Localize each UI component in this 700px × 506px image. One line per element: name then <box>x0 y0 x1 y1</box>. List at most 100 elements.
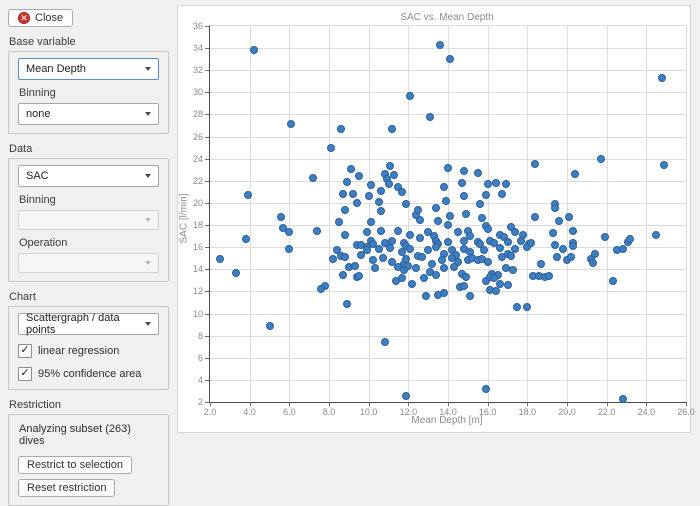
close-button[interactable]: ✕ Close <box>8 9 74 27</box>
data-point[interactable] <box>432 204 441 213</box>
data-point[interactable] <box>368 239 377 248</box>
data-point[interactable] <box>338 190 347 199</box>
data-point[interactable] <box>428 259 437 268</box>
data-point[interactable] <box>376 186 385 195</box>
data-point[interactable] <box>481 191 490 200</box>
data-point[interactable] <box>241 235 250 244</box>
data-point[interactable] <box>362 227 371 236</box>
data-point[interactable] <box>501 264 510 273</box>
data-point[interactable] <box>461 210 470 218</box>
data-point[interactable] <box>285 245 294 254</box>
data-point[interactable] <box>553 253 562 262</box>
data-point[interactable] <box>412 264 421 273</box>
data-point[interactable] <box>364 192 373 201</box>
data-point[interactable] <box>402 200 411 209</box>
data-point[interactable] <box>342 299 351 308</box>
data-point[interactable] <box>418 253 427 262</box>
data-point[interactable] <box>497 190 506 199</box>
data-point[interactable] <box>491 287 500 296</box>
data-point[interactable] <box>517 236 526 245</box>
data-point[interactable] <box>277 213 286 222</box>
data-point[interactable] <box>658 73 667 82</box>
data-point[interactable] <box>317 285 326 294</box>
data-point[interactable] <box>398 247 407 256</box>
confidence-area-checkbox[interactable]: ✓ 95% confidence area <box>18 367 159 381</box>
data-point[interactable] <box>501 180 510 189</box>
data-point[interactable] <box>406 231 415 239</box>
data-point[interactable] <box>376 206 385 215</box>
data-point[interactable] <box>309 173 318 182</box>
data-point[interactable] <box>326 143 335 152</box>
data-point[interactable] <box>477 214 486 223</box>
data-point[interactable] <box>265 321 274 330</box>
data-point[interactable] <box>422 291 431 300</box>
data-point[interactable] <box>416 215 425 224</box>
data-point[interactable] <box>342 177 351 186</box>
data-point[interactable] <box>652 231 661 239</box>
data-point[interactable] <box>559 245 568 254</box>
data-point[interactable] <box>537 259 546 268</box>
data-point[interactable] <box>374 245 383 254</box>
data-point[interactable] <box>444 163 452 172</box>
data-point[interactable] <box>481 384 490 393</box>
data-point[interactable] <box>354 172 363 181</box>
data-point[interactable] <box>424 246 433 255</box>
restrict-to-selection-button[interactable]: Restrict to selection <box>18 456 132 474</box>
data-point[interactable] <box>596 154 605 163</box>
data-point[interactable] <box>390 171 399 180</box>
data-point[interactable] <box>475 200 484 209</box>
data-point[interactable] <box>313 226 322 235</box>
data-point[interactable] <box>483 225 492 234</box>
data-point[interactable] <box>453 227 462 236</box>
data-point[interactable] <box>465 291 474 300</box>
data-point[interactable] <box>568 242 577 251</box>
data-point[interactable] <box>503 237 512 246</box>
data-point[interactable] <box>549 228 558 237</box>
data-point[interactable] <box>440 264 449 273</box>
data-point[interactable] <box>336 124 345 133</box>
data-point[interactable] <box>509 266 518 275</box>
plot-area[interactable]: 2.0 4.0 6.0 8.0 10.0 12.0 14.0 16.0 18.0 20.0 22.0… <box>193 21 695 417</box>
data-point[interactable] <box>380 338 389 347</box>
data-point[interactable] <box>489 274 498 283</box>
data-point[interactable] <box>366 217 375 226</box>
data-point[interactable] <box>608 277 617 286</box>
base-binning-select[interactable]: none <box>18 103 159 125</box>
data-point[interactable] <box>449 263 458 272</box>
data-point[interactable] <box>432 270 441 279</box>
data-point[interactable] <box>368 256 377 265</box>
data-point[interactable] <box>348 190 357 199</box>
data-point[interactable] <box>444 221 452 230</box>
data-point[interactable] <box>249 46 258 55</box>
data-point[interactable] <box>459 166 468 175</box>
data-point[interactable] <box>459 192 468 201</box>
data-point[interactable] <box>338 270 347 279</box>
data-point[interactable] <box>483 180 492 189</box>
data-point[interactable] <box>459 281 468 290</box>
reset-restriction-button[interactable]: Reset restriction <box>18 479 116 497</box>
data-point[interactable] <box>483 257 492 266</box>
data-point[interactable] <box>551 240 560 249</box>
data-point[interactable] <box>440 183 449 192</box>
data-point[interactable] <box>426 112 435 121</box>
data-point[interactable] <box>287 120 296 129</box>
data-point[interactable] <box>350 261 359 270</box>
data-point[interactable] <box>398 274 407 283</box>
data-point[interactable] <box>328 255 337 264</box>
data-point[interactable] <box>511 245 520 254</box>
data-point[interactable] <box>618 394 627 403</box>
data-point[interactable] <box>416 234 425 243</box>
data-point[interactable] <box>340 205 349 214</box>
data-point[interactable] <box>432 243 441 252</box>
data-point[interactable] <box>545 271 554 280</box>
data-point[interactable] <box>513 302 522 311</box>
data-point[interactable] <box>340 231 349 239</box>
data-point[interactable] <box>445 212 454 221</box>
data-point[interactable] <box>378 254 387 263</box>
data-point[interactable] <box>507 252 516 261</box>
data-point[interactable] <box>570 170 579 179</box>
data-point[interactable] <box>388 257 397 266</box>
data-point[interactable] <box>618 245 627 254</box>
data-point[interactable] <box>394 226 403 235</box>
data-point[interactable] <box>555 216 564 225</box>
